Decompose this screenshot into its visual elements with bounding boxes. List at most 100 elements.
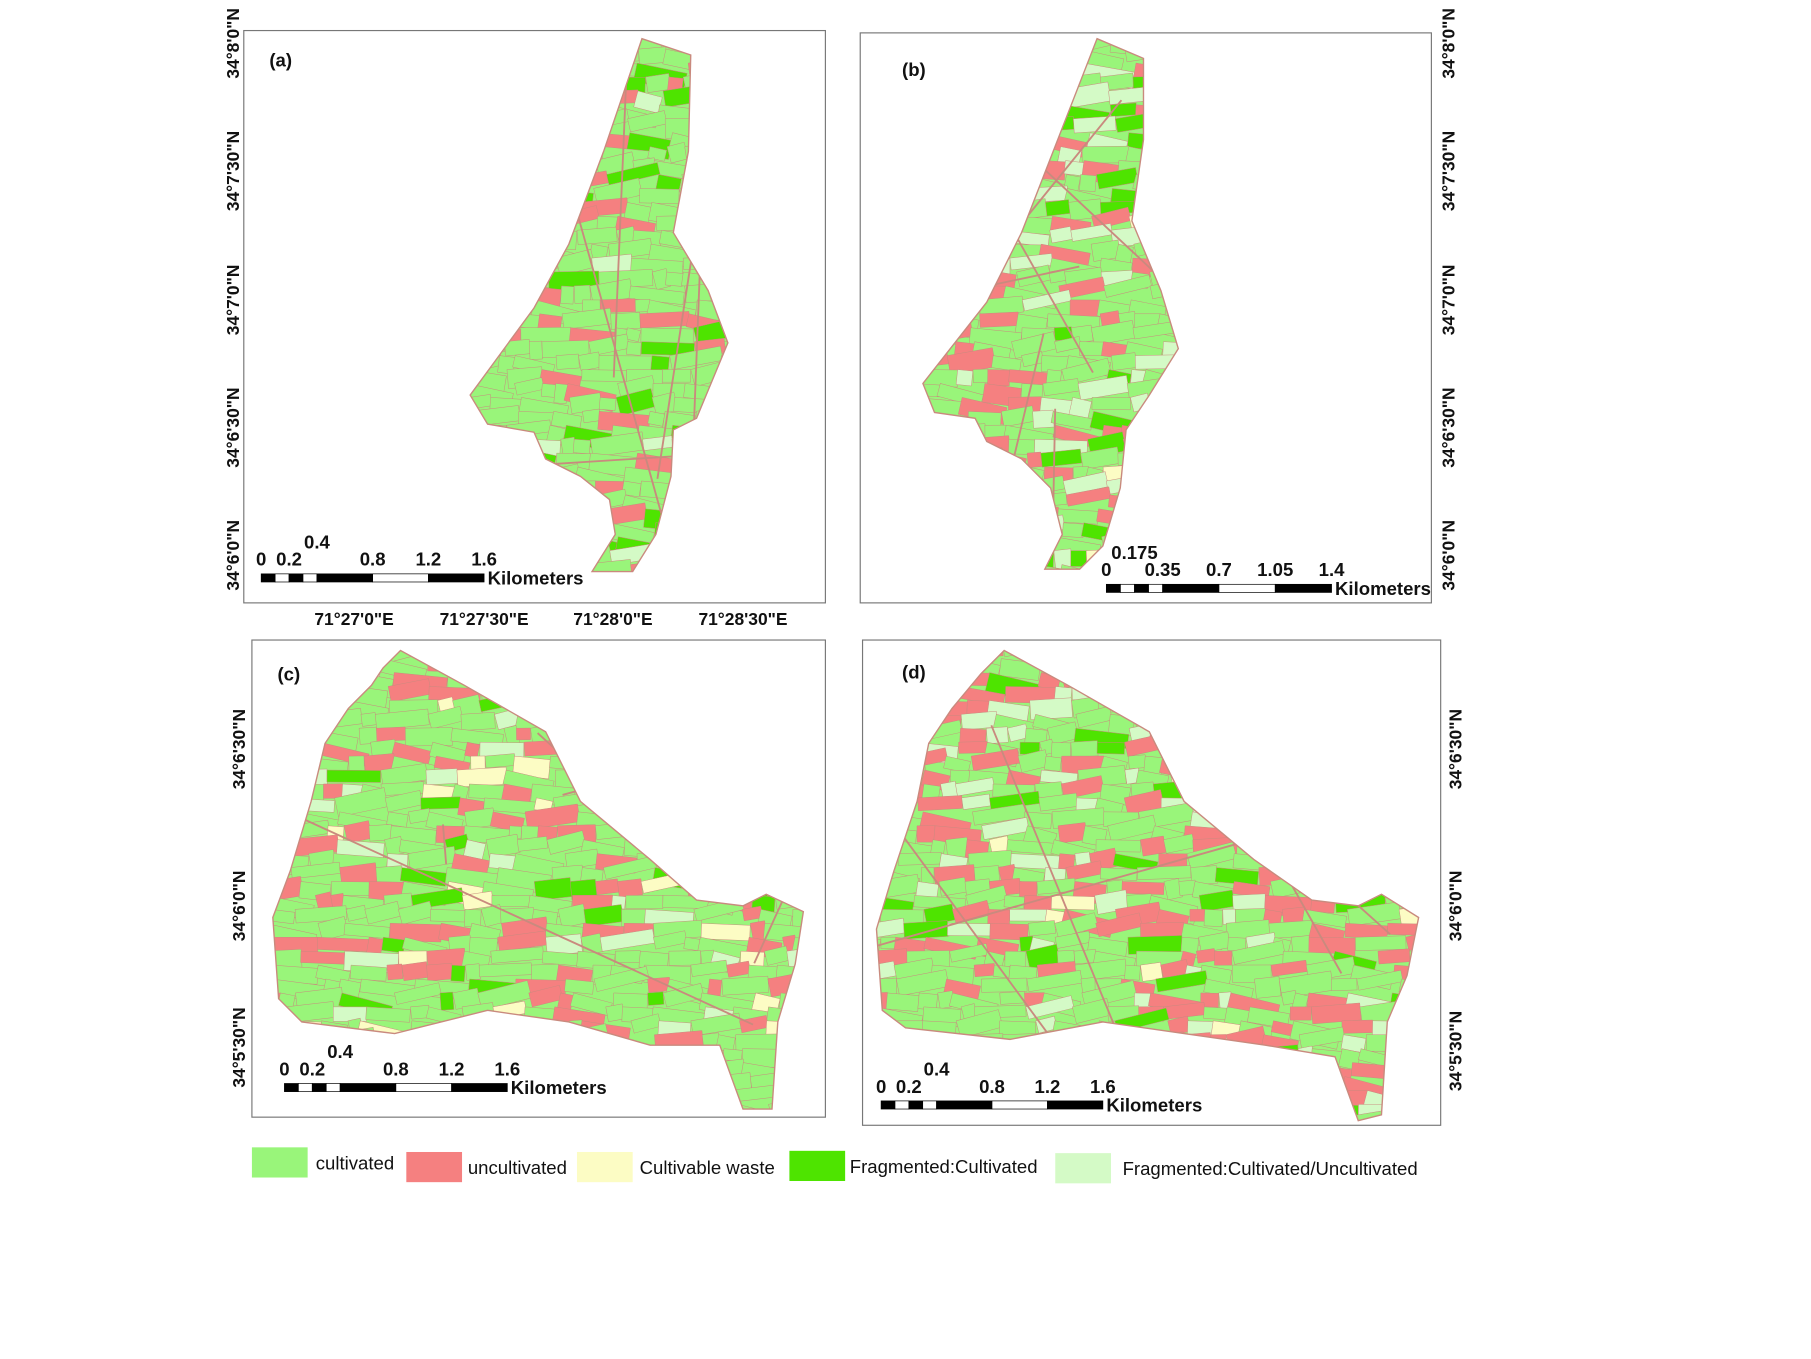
parcel-cultivated xyxy=(928,1118,963,1121)
parcel-cultivated xyxy=(556,60,605,76)
parcel-cultivated xyxy=(754,797,785,816)
parcel-uncultivated xyxy=(979,311,1019,328)
parcel-fragmented-cultivated xyxy=(272,728,306,745)
parcel-cultivated xyxy=(1231,940,1286,965)
parcel-cultivated xyxy=(958,118,986,139)
parcel-uncultivated xyxy=(528,160,559,183)
parcel-uncultivated xyxy=(1221,672,1247,692)
parcel-cultivated xyxy=(774,853,804,870)
scale-tick-label: 1.4 xyxy=(1319,559,1345,580)
parcel-uncultivated xyxy=(595,878,620,896)
parcel-fragmented-cultivated xyxy=(1155,970,1209,993)
parcel-uncultivated xyxy=(724,749,773,769)
panel-c-boundary xyxy=(272,649,805,1110)
parcel-uncultivated xyxy=(584,741,611,760)
parcel-fragmented-cultivated-uncultivated xyxy=(922,215,937,233)
parcel-cultivated xyxy=(1312,839,1343,858)
parcel-cultivated xyxy=(1366,778,1404,802)
parcel-fragmented-cultivated xyxy=(1411,769,1419,792)
legend-swatch xyxy=(1055,1153,1111,1184)
parcel-cultivated xyxy=(670,836,705,853)
parcel-uncultivated xyxy=(328,650,362,662)
parcel-fragmented-cultivated-uncultivated xyxy=(981,817,1030,840)
parcel-fragmented-cultivated-uncultivated xyxy=(488,853,517,871)
parcel-cultivated xyxy=(716,229,728,249)
parcel-cultivated xyxy=(501,216,552,240)
parcel-cultivated xyxy=(1095,839,1141,853)
parcel-cultivated xyxy=(759,727,782,750)
parcel-cultivated xyxy=(922,188,956,209)
parcel-fragmented-cultivated-uncultivated xyxy=(272,650,318,662)
parcel-cultivated xyxy=(955,185,974,204)
parcel-cultivated xyxy=(601,38,617,55)
parcel-cultivated xyxy=(780,1025,804,1051)
parcel-uncultivated xyxy=(1114,1060,1137,1076)
parcel-uncultivated xyxy=(1341,1019,1374,1034)
lon-tick-label: 71°28'0"E xyxy=(573,609,652,629)
parcel-fragmented-cultivated xyxy=(755,831,804,855)
parcel-uncultivated xyxy=(948,72,973,93)
parcel-cultivated xyxy=(460,712,496,731)
parcel-fragmented-cultivated-uncultivated xyxy=(425,768,459,786)
parcel-cultivated xyxy=(1349,694,1386,714)
parcel-cultivated xyxy=(365,1006,411,1023)
parcel-cultivated xyxy=(680,686,705,702)
parcel-fragmented-cultivated-uncultivated xyxy=(974,162,1026,192)
parcel-cultivated xyxy=(1335,854,1389,886)
parcel-fragmented-cultivated xyxy=(1311,741,1355,762)
parcel-fragmented-cultivated-uncultivated xyxy=(1183,321,1228,343)
parcel-uncultivated xyxy=(561,1104,616,1110)
parcel-cultivated xyxy=(475,665,506,685)
parcel-uncultivated xyxy=(1175,714,1204,728)
parcel-cultivated xyxy=(876,759,927,785)
parcel-uncultivated xyxy=(305,658,339,678)
parcel-cultivated xyxy=(364,901,402,925)
parcel-cultivated xyxy=(1270,650,1289,662)
parcel-fragmented-cultivated-uncultivated xyxy=(780,867,804,882)
parcel-cultivated xyxy=(681,1078,733,1108)
parcel-cultivated xyxy=(559,145,584,162)
parcel-uncultivated xyxy=(525,62,557,81)
parcel-uncultivated xyxy=(1139,465,1167,482)
scale-bar-segment xyxy=(1162,583,1220,593)
road-line xyxy=(1012,230,1094,374)
parcel-uncultivated xyxy=(1400,1027,1419,1050)
parcel-fragmented-cultivated xyxy=(1045,199,1071,217)
scale-tick-label: 0.2 xyxy=(299,1058,325,1079)
scale-bar-segment xyxy=(1218,583,1276,593)
parcel-cultivated xyxy=(484,753,516,769)
parcel-uncultivated xyxy=(790,752,804,771)
parcel-cultivated xyxy=(483,229,522,249)
parcel-cultivated xyxy=(470,425,507,441)
parcel-cultivated xyxy=(876,672,896,687)
parcel-cultivated xyxy=(524,536,547,558)
parcel-cultivated xyxy=(1259,1090,1281,1104)
parcel-cultivated xyxy=(954,493,990,507)
scale-bar-segment xyxy=(1120,583,1135,593)
parcel-cultivated xyxy=(692,226,721,246)
parcel-cultivated xyxy=(785,1041,804,1062)
parcel-cultivated xyxy=(668,950,702,966)
parcel-cultivated xyxy=(1246,1076,1294,1096)
parcel-cultivated xyxy=(799,727,804,750)
parcel-uncultivated xyxy=(1403,1048,1419,1065)
parcel-uncultivated xyxy=(763,767,797,782)
parcel-cultivated xyxy=(1303,875,1338,900)
parcel-fragmented-cultivated xyxy=(1165,118,1179,140)
parcel-cultivated xyxy=(1229,700,1254,723)
parcel-fragmented-cultivated-uncultivated xyxy=(661,781,688,797)
parcel-uncultivated xyxy=(1177,741,1224,770)
parcel-cultivated xyxy=(876,1048,898,1069)
parcel-cultivated xyxy=(1189,1076,1232,1097)
parcel-cultivable-waste xyxy=(1156,473,1179,495)
parcel-uncultivated xyxy=(1170,1042,1200,1067)
parcel-cultivated xyxy=(429,909,466,923)
lat-tick-label: 34°6'30"N xyxy=(1446,709,1466,789)
parcel-uncultivated xyxy=(646,1061,682,1080)
parcel-uncultivated xyxy=(272,1104,307,1110)
parcel-cultivated xyxy=(470,38,512,53)
parcel-uncultivated xyxy=(1329,725,1365,741)
parcel-cultivated xyxy=(498,650,520,663)
parcel-cultivated xyxy=(678,452,728,469)
parcel-cultivated xyxy=(721,975,770,996)
